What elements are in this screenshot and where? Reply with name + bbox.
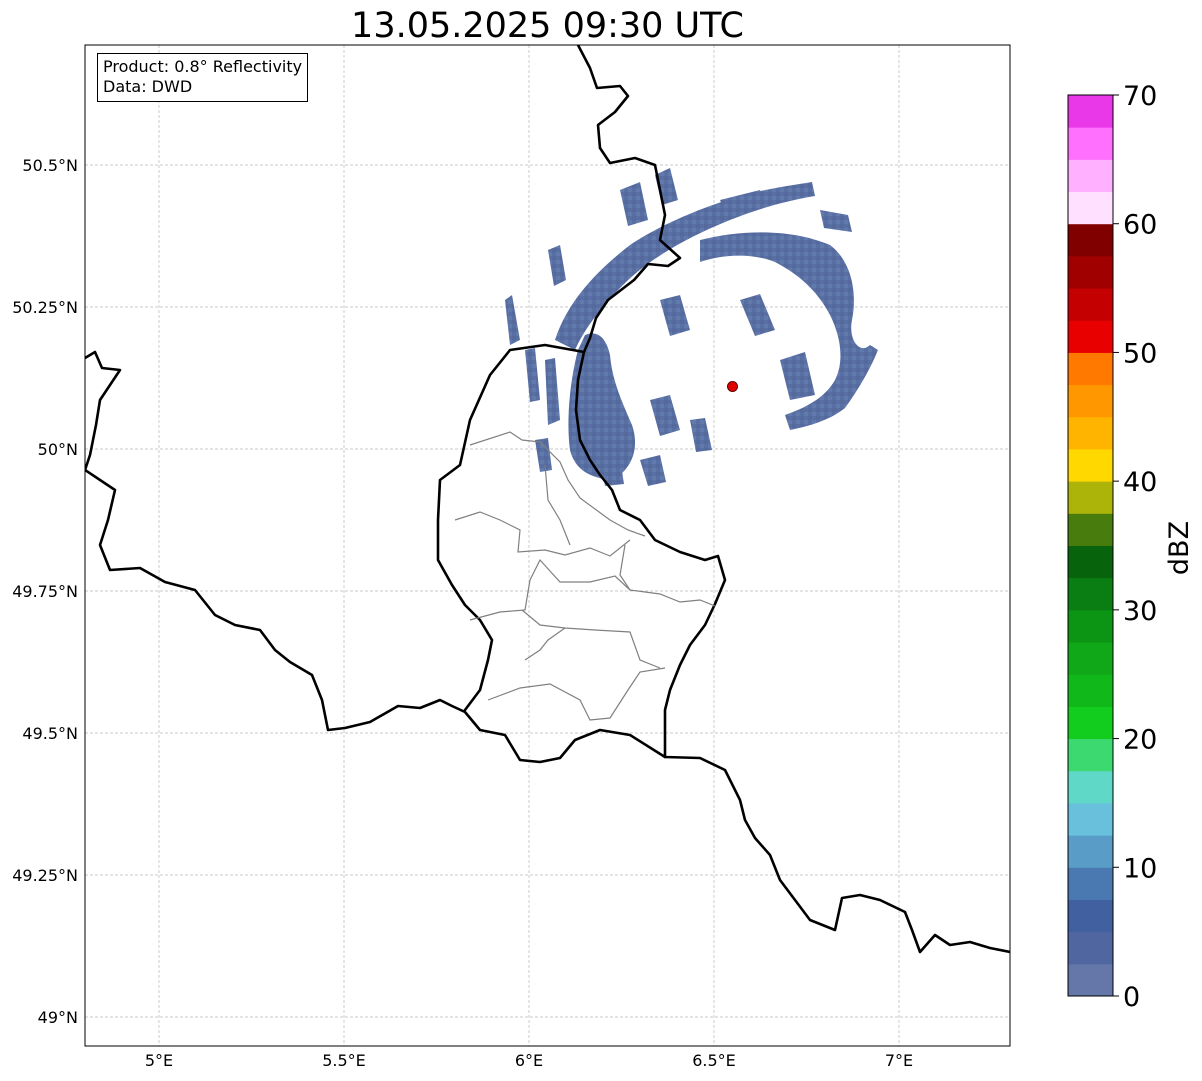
lat-tick-label: 49.75°N [12,582,78,601]
colorbar-tick-label: 40 [1123,467,1157,498]
colorbar-segment [1068,674,1113,707]
colorbar-segment [1068,802,1113,836]
colorbar-segment [1068,159,1113,193]
colorbar-segment [1068,706,1113,740]
colorbar-segment [1068,127,1113,160]
colorbar-segment [1068,320,1113,353]
colorbar-segment [1068,513,1113,546]
colorbar-tick-label: 30 [1123,596,1157,627]
colorbar-segment [1068,448,1113,482]
colorbar-tick-label: 50 [1123,338,1157,369]
colorbar-segment [1068,288,1113,321]
admin-borders [454,431,716,721]
plot-frame [84,44,1011,1047]
radar-site-marker [727,381,738,393]
colorbar-segment [1068,545,1113,579]
lat-tick-label: 49.5°N [22,724,78,743]
colorbar-segment [1068,738,1113,772]
colorbar-segment [1068,95,1113,128]
colorbar-segment [1068,642,1113,675]
info-box: Product: 0.8° Reflectivity Data: DWD [97,53,309,102]
colorbar-tick-label: 70 [1123,81,1157,112]
colorbar-segment [1068,384,1113,418]
lat-tick-label: 50.25°N [12,298,78,317]
colorbar-segment [1068,931,1113,965]
colorbar-tick-label: 60 [1123,210,1157,241]
lon-tick-label: 5°E [145,1051,173,1070]
colorbar-segment [1068,770,1113,804]
colorbar-label: dBZ [1164,521,1195,575]
colorbar-segment [1068,223,1113,257]
map-title: 13.05.2025 09:30 UTC [351,6,744,46]
plot-area [85,45,1010,1046]
latitude-tick-labels: 49°N 49.25°N 49.5°N 49.75°N 50°N 50.25°N 50.5°… [12,156,78,1027]
lon-tick-label: 5.5°E [322,1051,366,1070]
lon-tick-label: 7°E [885,1051,913,1070]
colorbar-segment [1068,963,1113,997]
colorbar-frame [1067,94,1114,997]
colorbar-segment [1068,867,1113,900]
colorbar-segment [1068,352,1113,386]
product-label: Product: 0.8° Reflectivity [103,57,303,76]
colorbar-segment [1068,899,1113,933]
data-source-label: Data: DWD [103,77,193,96]
colorbar-tick-label: 0 [1123,982,1140,1013]
colorbar-segment [1068,481,1113,514]
colorbar [1068,95,1113,997]
colorbar-segment [1068,609,1113,643]
colorbar-tick-label: 20 [1123,725,1157,756]
lat-tick-label: 49°N [38,1008,78,1027]
colorbar-segment [1068,577,1113,611]
lon-tick-label: 6°E [515,1051,543,1070]
colorbar-segment [1068,255,1113,289]
longitude-tick-labels: 5°E 5.5°E 6°E 6.5°E 7°E [145,1051,913,1070]
lon-tick-label: 6.5°E [692,1051,736,1070]
colorbar-segment [1068,191,1113,225]
lat-tick-label: 49.25°N [12,866,78,885]
lat-tick-label: 50°N [38,440,78,459]
colorbar-segment [1068,416,1113,450]
radar-echo-area [505,168,878,486]
colorbar-segment [1068,835,1113,868]
country-borders [85,45,1010,954]
colorbar-tick-label: 10 [1123,853,1157,884]
colorbar-ticks: 0 10 20 30 40 50 60 70 [1113,81,1157,1013]
lat-tick-label: 50.5°N [22,156,78,175]
